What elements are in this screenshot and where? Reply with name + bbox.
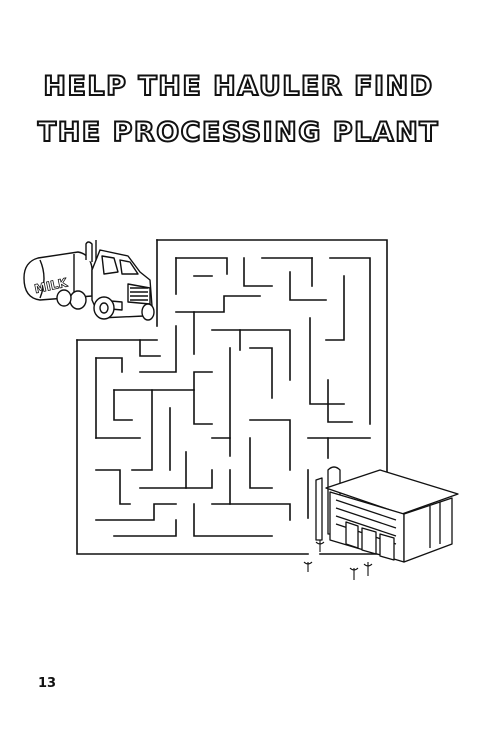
processing-plant [315, 466, 459, 563]
maze [76, 239, 388, 555]
page-number: 13 [38, 676, 57, 691]
title-line-2: THE PROCESSING PLANT [37, 116, 440, 149]
plants [303, 540, 373, 580]
milk-truck: MILK [23, 240, 155, 321]
page-title: HELP THE HAULER FIND THE PROCESSING PLAN… [0, 64, 477, 156]
title-line-1: HELP THE HAULER FIND [42, 70, 434, 103]
